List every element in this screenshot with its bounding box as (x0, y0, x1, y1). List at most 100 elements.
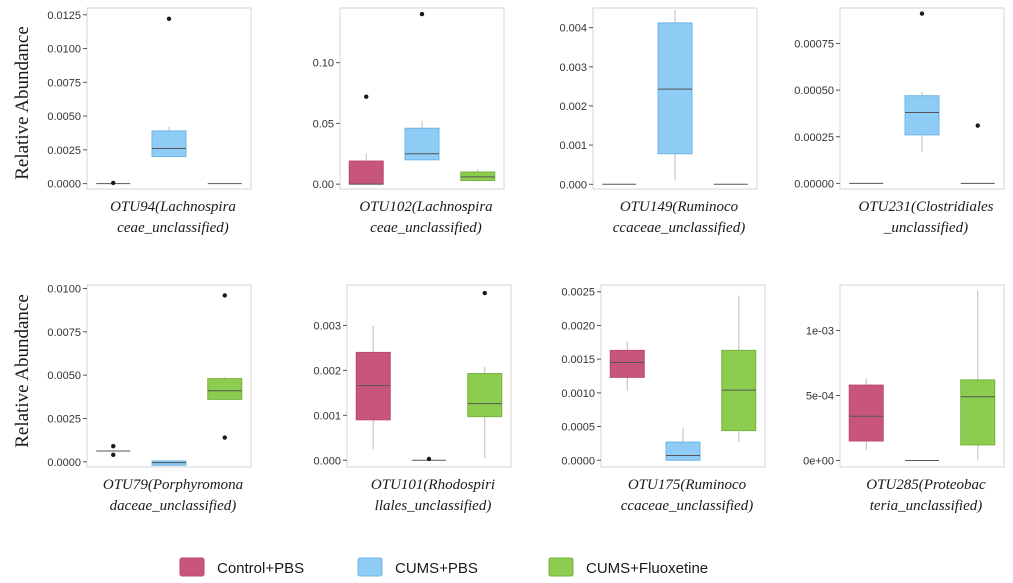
y-tick-label: 0.0050 (47, 111, 81, 123)
box-control (848, 378, 884, 451)
y-tick-label: 0.003 (559, 62, 587, 74)
y-tick-label: 0.003 (313, 320, 341, 332)
y-tick-label: 0.0000 (47, 457, 81, 469)
box-cums (665, 427, 701, 461)
y-tick-label: 0.0015 (561, 354, 595, 366)
y-tick-label: 0.0000 (47, 179, 81, 191)
y-tick-label: 0.0050 (47, 370, 81, 382)
legend-label-cums: CUMS+PBS (395, 560, 478, 577)
box-cums (151, 460, 187, 466)
outlier-point (222, 435, 227, 440)
y-tick-label: 0.002 (313, 365, 341, 377)
panel-3: 0.000 0.001 0.002 0.003 0.004 OTU149(Ruminoco… (559, 7, 758, 236)
y-tick-label: 0.0075 (47, 77, 81, 89)
y-tick-label: 0.0075 (47, 327, 81, 339)
box-body (151, 130, 187, 158)
y-tick-label: 0.10 (313, 58, 334, 70)
box-control (609, 341, 645, 391)
box-body (960, 379, 996, 446)
panel-5: 0.0000 0.0025 0.0050 0.0075 0.0100 OTU79(Porp… (47, 283, 252, 514)
box-fluoxetine (721, 295, 757, 443)
y-tick-label: 0.0025 (561, 287, 595, 299)
y-axis-label-bottom: Relative Abundance (12, 294, 33, 448)
y-tick-label: 0e+00 (803, 456, 834, 468)
y-tick-label: 0.00075 (794, 38, 834, 50)
y-tick-label: 0.0100 (47, 44, 81, 56)
panel-title-line-2: llales_unclassified) (375, 498, 492, 514)
y-tick-label: 0.0005 (561, 422, 595, 434)
panel-title-line-2: ccaceae_unclassified) (613, 220, 745, 236)
panel-8: 0e+00 5e-04 1e-03 OTU285(Proteobac teria_unc… (803, 284, 1005, 514)
y-tick-label: 0.05 (313, 118, 334, 130)
y-tick-label: 0.0010 (561, 388, 595, 400)
box-body (460, 171, 496, 181)
box-body (665, 441, 701, 461)
y-tick-label: 0.0025 (47, 145, 81, 157)
panel-title-line-2: ceae_unclassified) (370, 220, 482, 236)
panel-frame (86, 7, 252, 190)
box-fluoxetine (460, 169, 496, 182)
box-fluoxetine (960, 290, 996, 461)
panel-title-line-2: teria_unclassified) (870, 498, 983, 514)
panel-title-line-1: OTU149(Ruminoco (620, 199, 739, 215)
box-control (96, 180, 131, 186)
panel-title-line-2: ceae_unclassified) (117, 220, 229, 236)
outlier-point (111, 452, 116, 458)
legend-label-fluoxetine: CUMS+Fluoxetine (586, 560, 708, 577)
box-body (404, 127, 440, 161)
y-tick-label: 0.0025 (47, 413, 81, 425)
box-cums (657, 9, 693, 181)
panel-frame (86, 284, 252, 468)
panel-title-line-2: _unclassified) (883, 220, 968, 236)
box-fluoxetine (207, 293, 243, 440)
y-tick-label: 0.001 (313, 410, 341, 422)
y-tick-label: 0.00000 (794, 178, 834, 190)
panel-title-line-1: OTU231(Clostridiales (858, 199, 993, 215)
legend-label-control: Control+PBS (217, 560, 304, 577)
legend-swatch-control (179, 557, 205, 577)
outlier-point (482, 290, 487, 296)
outlier-point (166, 16, 172, 22)
y-tick-label: 0.000 (559, 179, 587, 191)
panel-title-line-1: OTU175(Ruminoco (628, 477, 747, 493)
panel-title-line-2: ccaceae_unclassified) (621, 498, 753, 514)
y-tick-label: 5e-04 (806, 391, 834, 403)
box-fluoxetine (467, 290, 503, 459)
panel-7: 0.0000 0.0005 0.0010 0.0015 0.0020 0.0025 OTU1… (561, 284, 766, 514)
box-body (848, 384, 884, 442)
panel-2: 0.00 0.05 0.10 OTU102(Lachnospira ceae_uncla… (313, 7, 505, 236)
legend: Control+PBS CUMS+PBS CUMS+Fluoxetine (179, 557, 708, 577)
box-body (657, 22, 693, 155)
panel-title-line-1: OTU102(Lachnospira (359, 199, 492, 215)
outlier-point (111, 180, 116, 186)
panels: 0.0000 0.0025 0.0050 0.0075 0.0100 0.0125 OTU9… (47, 7, 1005, 514)
y-axis-label-top: Relative Abundance (12, 26, 33, 180)
y-tick-label: 0.0125 (47, 10, 81, 22)
y-tick-label: 0.001 (559, 140, 587, 152)
outlier-point (975, 123, 980, 128)
box-cums (904, 11, 940, 152)
box-body (904, 95, 940, 136)
panel-1: 0.0000 0.0025 0.0050 0.0075 0.0100 0.0125 OTU9… (47, 7, 252, 236)
box-body (609, 349, 645, 378)
legend-swatch-fluoxetine (548, 557, 574, 577)
outlier-point (364, 94, 369, 99)
panel-title-line-1: OTU79(Porphyromona (103, 477, 243, 493)
box-control (348, 94, 384, 185)
y-tick-label: 0.004 (559, 23, 587, 35)
y-tick-label: 0.00050 (794, 85, 834, 97)
box-fluoxetine (960, 123, 995, 184)
panel-4: 0.00000 0.00025 0.00050 0.00075 OTU231(Clost… (794, 7, 1005, 236)
y-tick-label: 0.00 (313, 179, 334, 191)
outlier-point (919, 11, 925, 16)
y-tick-label: 0.0020 (561, 320, 595, 332)
box-cums (412, 456, 446, 462)
box-control (96, 444, 131, 458)
box-body (467, 373, 503, 418)
y-tick-label: 0.000 (313, 455, 341, 467)
box-body (348, 160, 384, 185)
box-control (355, 325, 391, 450)
panel-6: 0.000 0.001 0.002 0.003 OTU101(Rhodospiri lla… (313, 284, 512, 514)
outlier-point (419, 11, 425, 17)
